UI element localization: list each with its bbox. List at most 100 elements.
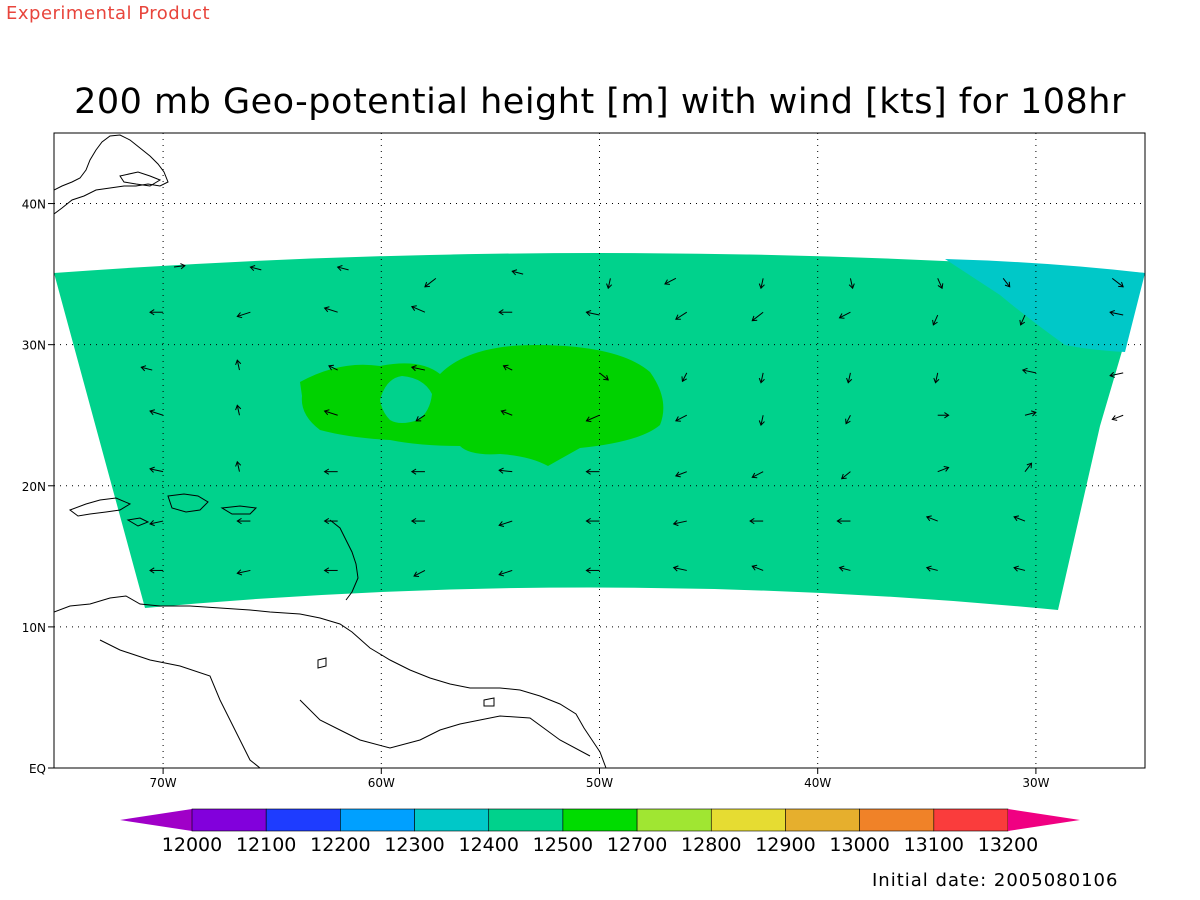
wind-arrow <box>236 311 251 319</box>
wind-arrow <box>1019 314 1026 326</box>
wind-arrow <box>758 278 765 290</box>
colorbar-segment <box>265 808 341 832</box>
wind-arrow <box>585 468 600 475</box>
lat-tick-label: 10N <box>22 621 46 635</box>
north-america-coast <box>54 134 169 215</box>
wind-arrow <box>498 467 513 474</box>
trinidad-coast <box>317 657 327 669</box>
wind-arrow <box>751 311 764 322</box>
colorbar-label: 12700 <box>607 834 667 856</box>
coastlines <box>54 134 607 768</box>
wind-arrow <box>937 465 950 473</box>
colorbar-segment <box>859 808 935 832</box>
wind-arrow <box>1024 462 1033 472</box>
wind-arrow <box>846 372 853 384</box>
wind-arrow <box>585 567 600 574</box>
colorbar-segment <box>933 808 1009 832</box>
colorbar: 12000 12100 12200 12300 12400 12500 12700 12800… <box>120 808 1080 856</box>
colorbar-segment <box>785 808 860 832</box>
wind-arrow <box>672 520 687 527</box>
wind-arrow <box>1013 565 1026 572</box>
wind-arrow <box>424 277 437 288</box>
wind-arrow <box>751 471 764 479</box>
south-america-coast <box>54 595 607 768</box>
wind-arrow <box>836 517 851 525</box>
lon-tick-label: 70W <box>150 776 177 790</box>
wind-arrow <box>585 414 600 423</box>
wind-arrow <box>328 364 338 371</box>
wind-arrow <box>149 409 164 416</box>
colorbar-max-arrow <box>1008 809 1080 831</box>
wind-arrow <box>415 414 426 422</box>
wind-arrow <box>838 311 851 319</box>
lat-tick-label: 30N <box>22 339 46 353</box>
lon-tick-label: 40W <box>804 776 831 790</box>
hispaniola-coast <box>167 493 209 513</box>
wind-arrow <box>749 517 764 525</box>
wind-arrow <box>933 372 940 384</box>
jamaica-coast <box>126 517 150 527</box>
initial-date: Initial date: 2005080106 <box>872 870 1119 891</box>
colorbar-label: 12400 <box>459 834 519 856</box>
colorbar-segment <box>414 808 490 832</box>
wind-arrow <box>498 569 513 577</box>
wind-arrow <box>235 404 242 416</box>
wind-arrow <box>845 414 851 425</box>
wind-arrow <box>173 263 186 270</box>
wind-arrow <box>848 278 855 290</box>
colorbar-label: 12300 <box>384 834 444 856</box>
wind-arrow <box>937 412 950 419</box>
wind-arrow <box>235 460 242 472</box>
wind-vectors <box>140 263 1124 578</box>
colorbar-segment <box>562 808 638 832</box>
wind-arrow <box>500 409 513 416</box>
product-label: Experimental Product <box>6 3 211 24</box>
wind-arrow <box>323 468 338 475</box>
wind-arrow <box>235 359 242 371</box>
colorbar-segment <box>191 808 267 832</box>
colorbar-label: 13000 <box>829 834 889 856</box>
lon-tick-label: 60W <box>368 776 395 790</box>
wind-arrow <box>323 567 338 574</box>
wind-arrow <box>675 311 688 320</box>
lat-tick-label: 40N <box>22 198 46 212</box>
page-title: 200 mb Geo-potential height [m] with win… <box>74 82 1126 122</box>
south-america-interior <box>99 639 591 768</box>
wind-arrow <box>149 520 164 527</box>
wind-arrow <box>323 409 338 416</box>
wind-arrow <box>585 310 600 317</box>
wind-arrow <box>323 517 338 525</box>
height-region-12400 <box>945 259 1145 352</box>
wind-arrow <box>323 306 338 313</box>
colorbar-segment <box>488 808 564 832</box>
nova-scotia-coast <box>119 171 162 187</box>
lesser-antilles <box>329 519 359 601</box>
colorbar-segment <box>710 808 786 832</box>
wind-arrow <box>672 565 687 572</box>
wind-arrow <box>838 565 851 572</box>
wind-arrow <box>675 414 688 422</box>
wind-arrow <box>1013 515 1026 522</box>
wind-arrow <box>925 515 938 522</box>
wind-arrow <box>937 278 944 290</box>
wind-arrow <box>410 305 426 313</box>
wind-arrow <box>675 471 687 478</box>
tobago-coast <box>483 697 495 707</box>
wind-arrow <box>149 309 164 316</box>
wind-arrow <box>1002 278 1011 288</box>
wind-arrow <box>1024 410 1037 417</box>
wind-arrow <box>758 415 765 427</box>
colorbar-label: 12800 <box>681 834 741 856</box>
cuba-coast <box>68 497 132 517</box>
wind-arrow <box>511 269 524 276</box>
lat-tick-label: 20N <box>22 480 46 494</box>
colorbar-segment <box>636 808 712 832</box>
wind-arrow <box>149 567 164 574</box>
wind-arrow <box>410 365 426 372</box>
wind-arrow <box>1111 277 1124 288</box>
wind-arrow <box>502 364 513 371</box>
colorbar-label: 13200 <box>978 834 1038 856</box>
wind-arrow <box>1111 414 1124 421</box>
colorbar-label: 12100 <box>236 834 296 856</box>
